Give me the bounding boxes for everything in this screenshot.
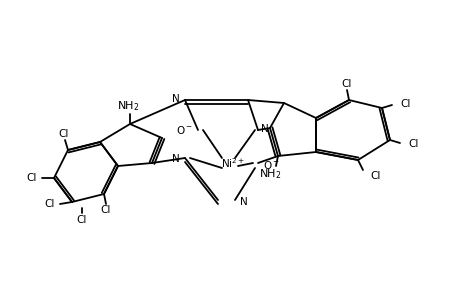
Text: Cl: Cl <box>101 205 111 215</box>
Text: Ni$^{2+}$: Ni$^{2+}$ <box>221 156 245 170</box>
Text: N: N <box>172 94 180 104</box>
Text: Cl: Cl <box>27 173 37 183</box>
Text: NH$_2$: NH$_2$ <box>116 99 139 113</box>
Text: O$^-$: O$^-$ <box>263 159 280 171</box>
Text: Cl: Cl <box>45 199 55 209</box>
Text: Cl: Cl <box>77 215 87 225</box>
Text: Cl: Cl <box>408 139 418 149</box>
Text: N: N <box>240 197 248 207</box>
Text: N: N <box>261 124 269 134</box>
Text: Cl: Cl <box>400 99 411 109</box>
Text: NH$_2$: NH$_2$ <box>259 167 281 181</box>
Text: Cl: Cl <box>342 79 352 89</box>
Text: Cl: Cl <box>370 171 380 181</box>
Text: Cl: Cl <box>59 129 69 139</box>
Text: N: N <box>172 154 180 164</box>
Text: O$^-$: O$^-$ <box>176 124 193 136</box>
